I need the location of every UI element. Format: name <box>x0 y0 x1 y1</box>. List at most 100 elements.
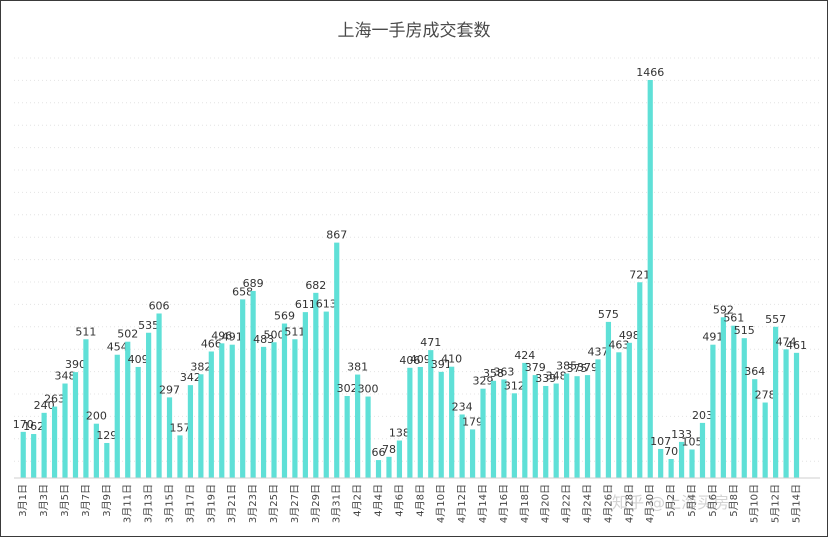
x-tick-label: 4月24日 <box>582 484 594 523</box>
data-label: 390 <box>65 358 86 371</box>
x-tick-label: 4月22日 <box>561 484 573 523</box>
bar <box>313 292 319 478</box>
data-label: 329 <box>473 375 494 388</box>
x-tick-label: 4月28日 <box>623 484 635 523</box>
data-label: 557 <box>765 313 786 326</box>
x-tick-label: 3月15日 <box>164 484 176 523</box>
data-label: 157 <box>169 421 190 434</box>
bar <box>396 440 403 478</box>
data-label: 312 <box>504 379 525 392</box>
bar <box>428 350 434 478</box>
bar <box>114 354 120 478</box>
data-label: 682 <box>305 279 326 292</box>
data-label: 179 <box>462 415 483 428</box>
data-label: 491 <box>222 331 243 344</box>
bar <box>574 376 580 478</box>
data-label: 409 <box>128 353 149 366</box>
bar <box>334 242 340 478</box>
bar <box>375 460 382 478</box>
watermark: 知乎 @上海买房 <box>612 493 730 512</box>
bar <box>229 344 235 478</box>
bar <box>511 393 517 478</box>
data-label: 575 <box>598 308 619 321</box>
bar <box>741 338 747 478</box>
x-tick-label: 4月20日 <box>540 484 552 523</box>
bar <box>647 80 653 478</box>
bar <box>626 342 632 478</box>
bar <box>240 299 246 478</box>
bar <box>177 435 183 478</box>
data-label: 300 <box>358 383 379 396</box>
x-tick-label: 5月2日 <box>665 484 677 517</box>
bar <box>250 290 256 478</box>
data-label: 613 <box>316 298 337 311</box>
data-label: 203 <box>692 409 713 422</box>
data-label: 592 <box>713 303 734 316</box>
data-label: 483 <box>253 333 274 346</box>
bar <box>783 349 789 478</box>
data-label: 348 <box>55 370 76 383</box>
data-label: 133 <box>671 428 692 441</box>
bar <box>355 374 361 478</box>
x-tick-label: 3月9日 <box>101 484 113 517</box>
x-tick-label: 4月10日 <box>435 484 447 523</box>
bar <box>166 397 173 478</box>
data-label: 502 <box>117 328 138 341</box>
bar <box>616 352 622 478</box>
data-label: 406 <box>399 354 420 367</box>
data-label: 409 <box>410 353 431 366</box>
bar <box>292 339 298 478</box>
bar <box>407 367 413 478</box>
data-label: 348 <box>546 370 567 383</box>
data-label: 606 <box>149 299 170 312</box>
data-label: 342 <box>180 371 201 384</box>
bar <box>41 412 47 478</box>
x-tick-label: 4月30日 <box>644 484 656 523</box>
x-tick-label: 5月4日 <box>686 484 698 517</box>
bar <box>344 396 350 478</box>
data-label: 107 <box>650 435 671 448</box>
data-label: 511 <box>284 325 305 338</box>
bar <box>637 282 643 478</box>
bar <box>62 383 68 478</box>
data-label: 569 <box>274 310 295 323</box>
x-tick-label: 4月26日 <box>602 484 614 523</box>
data-label: 463 <box>608 338 629 351</box>
bar <box>752 379 758 478</box>
bar <box>668 459 674 478</box>
bar <box>156 313 162 478</box>
data-label: 611 <box>295 298 316 311</box>
x-tick-label: 3月29日 <box>310 484 322 523</box>
data-label: 391 <box>431 358 452 371</box>
bar <box>31 434 37 478</box>
bar <box>469 429 476 478</box>
bar <box>438 371 444 478</box>
bar <box>271 342 277 478</box>
data-label: 129 <box>96 429 117 442</box>
bar <box>125 341 131 478</box>
data-label: 379 <box>577 361 598 374</box>
x-tick-label: 3月5日 <box>59 484 71 517</box>
bar <box>219 343 225 478</box>
bar <box>543 385 549 478</box>
bar <box>605 321 612 478</box>
data-label: 461 <box>786 339 807 352</box>
x-tick-label: 3月1日 <box>17 484 29 517</box>
bar <box>449 366 455 478</box>
bar <box>281 323 288 478</box>
data-label: 496 <box>211 329 232 342</box>
bar <box>522 362 528 478</box>
x-tick-label: 3月3日 <box>38 484 50 517</box>
data-label: 379 <box>525 361 546 374</box>
bar <box>490 380 497 478</box>
bar <box>553 383 559 478</box>
data-label: 78 <box>382 443 396 456</box>
data-label: 234 <box>452 400 473 413</box>
data-label: 358 <box>483 367 504 380</box>
bar <box>595 359 601 478</box>
x-tick-label: 3月23日 <box>247 484 259 523</box>
data-label: 658 <box>232 285 253 298</box>
x-tick-label: 4月2日 <box>352 484 364 517</box>
x-tick-label: 4月14日 <box>477 484 489 523</box>
data-label: 500 <box>264 328 285 341</box>
